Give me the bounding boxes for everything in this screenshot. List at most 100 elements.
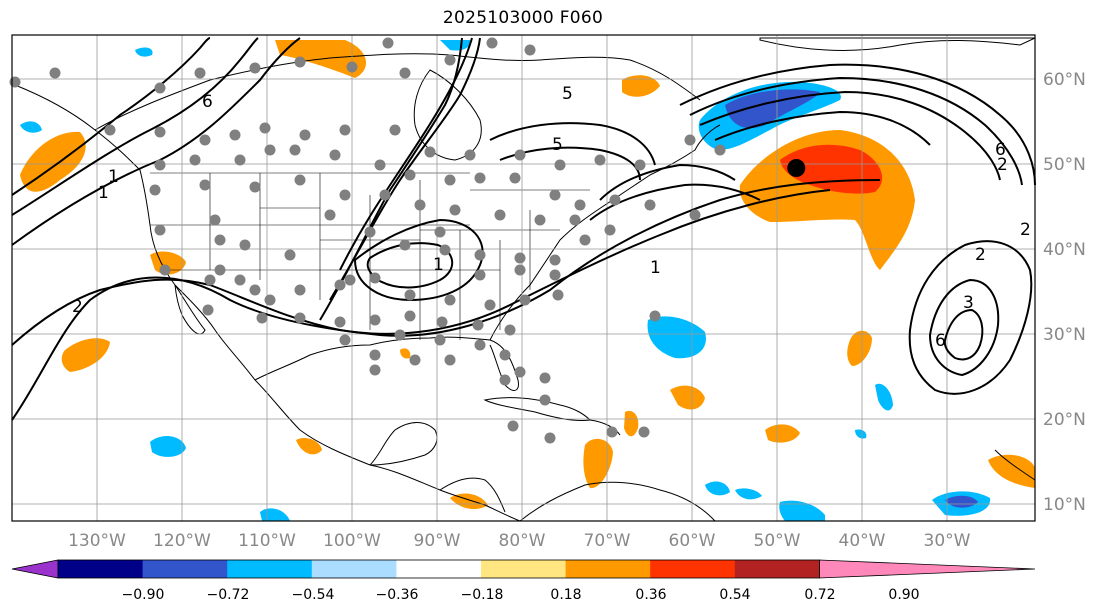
colorbar-segment bbox=[650, 560, 736, 578]
colorbar bbox=[11, 559, 1036, 579]
station-dot bbox=[514, 366, 526, 378]
station-dot bbox=[209, 214, 221, 226]
station-dot bbox=[638, 426, 650, 438]
station-dot bbox=[294, 312, 306, 324]
lat-tick-label: 30°N bbox=[1043, 325, 1086, 345]
station-dot bbox=[339, 189, 351, 201]
station-dot bbox=[434, 334, 446, 346]
colorbar-label: −0.90 bbox=[122, 587, 165, 603]
station-dot bbox=[399, 239, 411, 251]
contour-label: 1 bbox=[433, 255, 444, 275]
contour-lines bbox=[11, 37, 1036, 421]
station-dot bbox=[324, 209, 336, 221]
station-dot bbox=[684, 134, 696, 146]
station-dot bbox=[339, 124, 351, 136]
station-dot bbox=[369, 349, 381, 361]
station-dot bbox=[149, 184, 161, 196]
station-dot bbox=[644, 199, 656, 211]
station-dot bbox=[606, 426, 618, 438]
lon-tick-label: 60°W bbox=[669, 531, 716, 551]
contour-label: 5 bbox=[552, 135, 563, 155]
contour-label: 6 bbox=[202, 92, 213, 112]
station-dot bbox=[154, 126, 166, 138]
contour-label: 5 bbox=[562, 84, 573, 104]
station-dot bbox=[514, 252, 526, 264]
station-dot bbox=[539, 372, 551, 384]
station-dot bbox=[404, 310, 416, 322]
lon-tick-label: 110°W bbox=[238, 531, 296, 551]
station-dot bbox=[499, 374, 511, 386]
station-dot bbox=[549, 189, 561, 201]
station-dot bbox=[214, 264, 226, 276]
colorbar-extend-low bbox=[11, 559, 59, 579]
colorbar-segment bbox=[396, 560, 482, 578]
lon-tick-label: 90°W bbox=[414, 531, 461, 551]
map-frame bbox=[11, 34, 1036, 522]
station-dot bbox=[154, 82, 166, 94]
station-dot bbox=[444, 54, 456, 66]
storm-center-marker bbox=[787, 159, 806, 177]
station-dot bbox=[399, 67, 411, 79]
map-title: 2025103000 F060 bbox=[442, 8, 604, 28]
lon-tick-label: 50°W bbox=[754, 531, 801, 551]
station-dot bbox=[494, 209, 506, 221]
station-dot bbox=[549, 254, 561, 266]
lon-tick-label: 130°W bbox=[68, 531, 126, 551]
colorbar-label: 0.72 bbox=[804, 587, 835, 603]
station-dot bbox=[574, 199, 586, 211]
colorbar-label: 0.90 bbox=[888, 587, 919, 603]
station-dot bbox=[507, 420, 519, 432]
station-dot bbox=[394, 329, 406, 341]
contour-label: 3 bbox=[963, 293, 974, 313]
station-dot bbox=[389, 124, 401, 136]
station-dot bbox=[472, 319, 484, 331]
station-dot bbox=[299, 129, 311, 141]
contour-label: 1 bbox=[98, 183, 109, 203]
station-dot bbox=[202, 304, 214, 316]
station-dot bbox=[514, 149, 526, 161]
lon-tick-label: 80°W bbox=[499, 531, 546, 551]
station-dot bbox=[229, 129, 241, 141]
station-dot bbox=[544, 432, 556, 444]
contour-label: 2 bbox=[997, 155, 1008, 175]
station-dot bbox=[534, 214, 546, 226]
colorbar-segment bbox=[481, 560, 567, 578]
station-dot bbox=[436, 316, 448, 328]
station-dot bbox=[264, 144, 276, 156]
colorbar-segment bbox=[227, 560, 313, 578]
colorbar-segment bbox=[565, 560, 651, 578]
contour-label: 1 bbox=[108, 167, 119, 187]
station-dot bbox=[369, 364, 381, 376]
lat-tick-label: 20°N bbox=[1043, 410, 1086, 430]
station-dot bbox=[714, 144, 726, 156]
station-dot bbox=[519, 294, 531, 306]
station-dot bbox=[214, 234, 226, 246]
station-dot bbox=[289, 144, 301, 156]
lat-tick-label: 50°N bbox=[1043, 155, 1086, 175]
colorbar-labels: −0.90 −0.72 −0.54 −0.36 −0.18 0.18 0.36 … bbox=[122, 587, 920, 603]
lon-tick-labels: 130°W 120°W 110°W 100°W 90°W 80°W 70°W 6… bbox=[68, 531, 971, 551]
station-dot bbox=[579, 234, 591, 246]
lat-tick-label: 10°N bbox=[1043, 495, 1086, 515]
station-dot bbox=[369, 314, 381, 326]
station-dot bbox=[159, 264, 171, 276]
lon-tick-label: 30°W bbox=[924, 531, 971, 551]
station-dot bbox=[609, 194, 621, 206]
station-dot bbox=[444, 294, 456, 306]
station-dot bbox=[404, 289, 416, 301]
station-dot bbox=[334, 316, 346, 328]
lat-tick-label: 40°N bbox=[1043, 240, 1086, 260]
lon-tick-label: 70°W bbox=[584, 531, 631, 551]
station-dot bbox=[204, 274, 216, 286]
station-dot bbox=[104, 124, 116, 136]
station-dot bbox=[604, 224, 616, 236]
station-dot bbox=[474, 339, 486, 351]
colorbar-label: −0.18 bbox=[461, 587, 504, 603]
station-dot bbox=[486, 37, 498, 49]
lon-tick-label: 100°W bbox=[323, 531, 381, 551]
station-dot bbox=[514, 264, 526, 276]
contour-label: 6 bbox=[935, 331, 946, 351]
station-dot bbox=[234, 154, 246, 166]
station-dots bbox=[9, 37, 726, 444]
station-dot bbox=[474, 249, 486, 261]
